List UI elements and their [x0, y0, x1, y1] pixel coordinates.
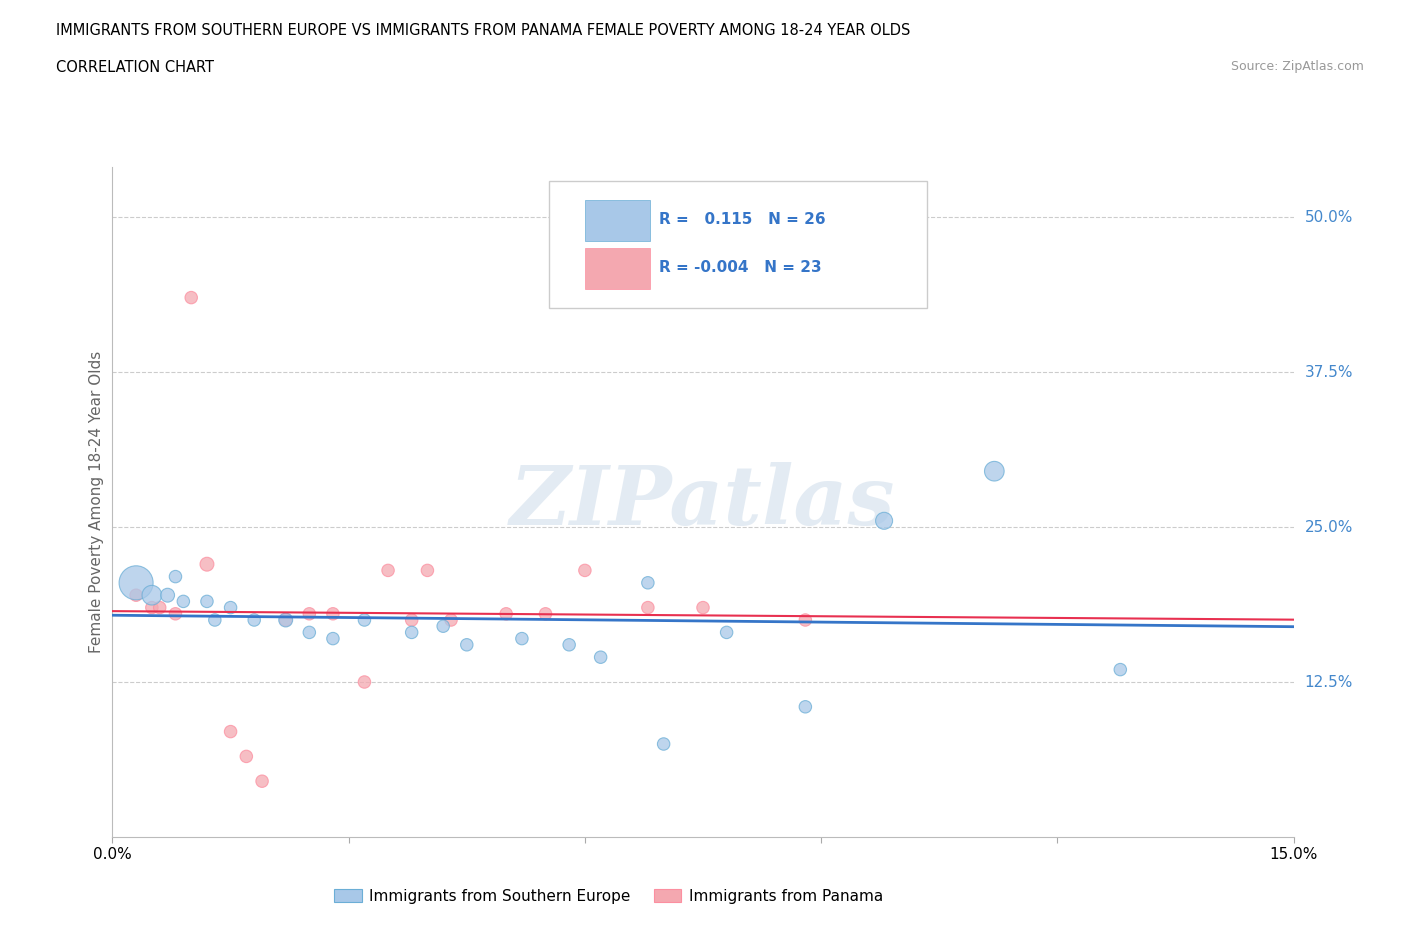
Point — [149, 600, 172, 615]
Point — [180, 290, 202, 305]
Y-axis label: Female Poverty Among 18-24 Year Olds: Female Poverty Among 18-24 Year Olds — [89, 352, 104, 654]
Point — [204, 613, 226, 628]
Text: 37.5%: 37.5% — [1305, 365, 1353, 379]
Text: ZIPatlas: ZIPatlas — [510, 462, 896, 542]
Point — [195, 594, 218, 609]
Point — [534, 606, 557, 621]
Text: 12.5%: 12.5% — [1305, 674, 1353, 689]
Point — [156, 588, 179, 603]
Text: R = -0.004   N = 23: R = -0.004 N = 23 — [659, 260, 823, 275]
Point — [165, 569, 187, 584]
Point — [495, 606, 517, 621]
Legend: Immigrants from Southern Europe, Immigrants from Panama: Immigrants from Southern Europe, Immigra… — [328, 883, 889, 910]
Point — [172, 594, 194, 609]
Point — [141, 600, 163, 615]
Point — [558, 637, 581, 652]
Point — [235, 749, 257, 764]
Text: R =   0.115   N = 26: R = 0.115 N = 26 — [659, 212, 825, 227]
Point — [219, 724, 242, 739]
Point — [195, 557, 218, 572]
Point — [589, 650, 612, 665]
Point — [432, 618, 454, 633]
Point — [125, 576, 148, 591]
Point — [401, 625, 423, 640]
Point — [243, 613, 266, 628]
Point — [298, 606, 321, 621]
Point — [219, 600, 242, 615]
Point — [794, 699, 817, 714]
FancyBboxPatch shape — [585, 247, 650, 289]
Point — [456, 637, 478, 652]
Point — [716, 625, 738, 640]
Point — [692, 600, 714, 615]
Point — [574, 563, 596, 578]
Text: CORRELATION CHART: CORRELATION CHART — [56, 60, 214, 75]
Point — [141, 588, 163, 603]
Point — [416, 563, 439, 578]
Point — [125, 588, 148, 603]
Point — [637, 600, 659, 615]
Point — [165, 606, 187, 621]
Point — [353, 674, 375, 689]
Point — [794, 613, 817, 628]
Point — [652, 737, 675, 751]
Text: 25.0%: 25.0% — [1305, 520, 1353, 535]
Point — [873, 513, 896, 528]
Point — [274, 613, 297, 628]
Text: Source: ZipAtlas.com: Source: ZipAtlas.com — [1230, 60, 1364, 73]
Point — [440, 613, 463, 628]
Point — [274, 613, 297, 628]
Point — [401, 613, 423, 628]
Text: 50.0%: 50.0% — [1305, 209, 1353, 224]
Point — [250, 774, 273, 789]
Point — [637, 576, 659, 591]
Point — [298, 625, 321, 640]
Point — [322, 606, 344, 621]
Point — [377, 563, 399, 578]
Point — [510, 631, 533, 646]
Point — [322, 631, 344, 646]
Point — [983, 464, 1005, 479]
FancyBboxPatch shape — [585, 200, 650, 241]
Point — [1109, 662, 1132, 677]
FancyBboxPatch shape — [550, 180, 928, 308]
Text: IMMIGRANTS FROM SOUTHERN EUROPE VS IMMIGRANTS FROM PANAMA FEMALE POVERTY AMONG 1: IMMIGRANTS FROM SOUTHERN EUROPE VS IMMIG… — [56, 23, 911, 38]
Point — [353, 613, 375, 628]
